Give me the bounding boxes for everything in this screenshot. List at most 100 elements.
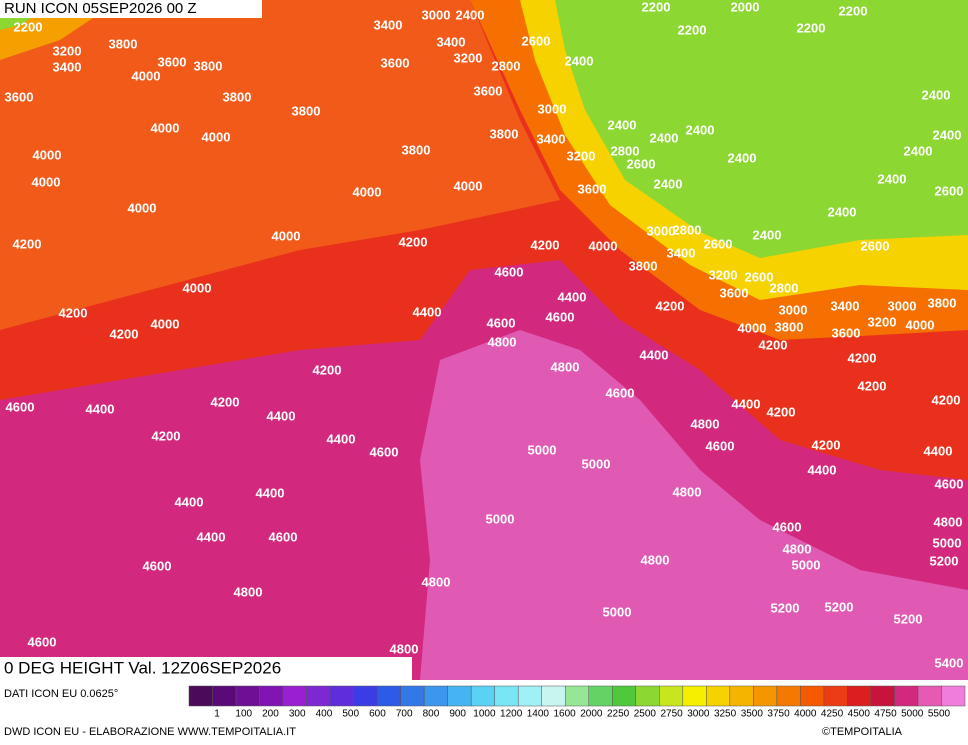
contour-label: 5000 (486, 511, 515, 526)
contour-label: 3200 (53, 43, 82, 58)
contour-label: 4200 (13, 236, 42, 251)
colorbar-swatch (823, 685, 848, 707)
contour-label: 4200 (767, 404, 796, 419)
colorbar-swatch (682, 685, 707, 707)
contour-label: 4000 (183, 280, 212, 295)
contour-label: 4000 (202, 129, 231, 144)
contour-label: 2400 (686, 122, 715, 137)
contour-label: 4200 (59, 305, 88, 320)
colorbar-swatch (870, 685, 895, 707)
colorbar-label: 300 (289, 709, 306, 720)
contour-label: 5000 (792, 557, 821, 572)
contour-label: 4400 (640, 347, 669, 362)
contour-label: 2400 (608, 117, 637, 132)
contour-label: 3000 (538, 101, 567, 116)
contour-label: 4800 (673, 484, 702, 499)
contour-label: 4400 (327, 431, 356, 446)
colorbar-swatch (564, 685, 590, 707)
contour-label: 3600 (578, 181, 607, 196)
contour-label: 5000 (603, 604, 632, 619)
colorbar-swatch (941, 685, 966, 707)
contour-label: 3000 (888, 298, 917, 313)
contour-label: 2400 (922, 87, 951, 102)
contour-label: 3000 (422, 7, 451, 22)
colorbar-swatch (659, 685, 684, 707)
contour-label: 5000 (528, 442, 557, 457)
colorbar-swatch (353, 685, 378, 707)
contour-label: 4000 (353, 184, 382, 199)
contour-label: 3800 (292, 103, 321, 118)
colorbar-label: 4500 (848, 709, 871, 720)
contour-label: 4800 (691, 416, 720, 431)
colorbar-swatch (306, 685, 331, 707)
contour-label: 2000 (731, 0, 760, 14)
colorbar-swatch (894, 685, 919, 707)
contour-label: 4200 (531, 237, 560, 252)
contour-label: 4600 (143, 558, 172, 573)
contour-label: 3800 (402, 142, 431, 157)
contour-label: 4200 (656, 298, 685, 313)
colorbar-label: 5000 (901, 709, 924, 720)
contour-label: 2200 (839, 3, 868, 18)
contour-label: 4400 (86, 401, 115, 416)
contour-label: 2200 (642, 0, 671, 14)
contour-label: 4600 (370, 444, 399, 459)
colorbar-label: 2500 (634, 709, 657, 720)
colorbar-label: 1200 (500, 709, 523, 720)
contour-label: 4000 (32, 174, 61, 189)
contour-label: 4600 (606, 385, 635, 400)
field-box (0, 657, 412, 681)
contour-label: 4000 (272, 228, 301, 243)
colorbar-swatch (400, 685, 425, 707)
contour-label: 2400 (654, 176, 683, 191)
contour-label: 5200 (825, 599, 854, 614)
contour-label: 2800 (611, 143, 640, 158)
contour-label: 5000 (933, 535, 962, 550)
colorbar-swatch (329, 685, 354, 707)
contour-label: 3000 (779, 302, 808, 317)
contour-label: 4200 (313, 362, 342, 377)
source-label: DATI ICON EU 0.0625° (4, 688, 118, 700)
map: 2200 3200 3400 3800 3600 3800 4000 3600 3400 3000… (0, 0, 968, 680)
colorbar-swatch (917, 685, 942, 707)
contour-label: 4800 (422, 574, 451, 589)
colorbar-swatch (776, 685, 801, 707)
contour-label: 2400 (456, 7, 485, 22)
contour-label: 3800 (490, 126, 519, 141)
contour-label: 4800 (488, 334, 517, 349)
colorbar-label: 2000 (580, 709, 603, 720)
contour-label: 4600 (706, 438, 735, 453)
contour-label: 4800 (783, 541, 812, 556)
contour-label: 5400 (935, 655, 964, 670)
header-box (0, 0, 262, 18)
contour-label: 4600 (546, 309, 575, 324)
contour-label: 3400 (537, 131, 566, 146)
colorbar-label: 1600 (554, 709, 577, 720)
colorbar-label: 3750 (767, 709, 790, 720)
contour-label: 2400 (904, 143, 933, 158)
contour-label: 3000 (647, 223, 676, 238)
run-label: RUN ICON 05SEP2026 00 Z (4, 0, 197, 17)
contour-label: 2600 (704, 236, 733, 251)
colorbar-swatch (470, 685, 495, 707)
credit-label: DWD ICON EU - ELABORAZIONE WWW.TEMPOITAL… (4, 726, 296, 738)
contour-label: 5200 (894, 611, 923, 626)
contour-label: 2600 (861, 238, 890, 253)
contour-label: 2600 (935, 183, 964, 198)
contour-label: 5200 (771, 600, 800, 615)
contour-label: 3600 (474, 83, 503, 98)
colorbar-label: 3250 (714, 709, 737, 720)
contour-label: 3400 (667, 245, 696, 260)
contour-labels: 2200 3200 3400 3800 3600 3800 4000 3600 3400 3000… (5, 0, 964, 670)
contour-label: 3400 (374, 17, 403, 32)
contour-label: 3600 (381, 55, 410, 70)
copyright-label: ©TEMPOITALIA (822, 726, 903, 738)
contour-label: 4000 (132, 68, 161, 83)
colorbar-swatch (847, 685, 872, 707)
contour-label: 4600 (773, 519, 802, 534)
contour-label: 4600 (935, 476, 964, 491)
contour-label: 2200 (14, 19, 43, 34)
colorbar-swatch (259, 685, 284, 707)
colorbar-label: 2250 (607, 709, 630, 720)
colorbar-label: 200 (262, 709, 279, 720)
